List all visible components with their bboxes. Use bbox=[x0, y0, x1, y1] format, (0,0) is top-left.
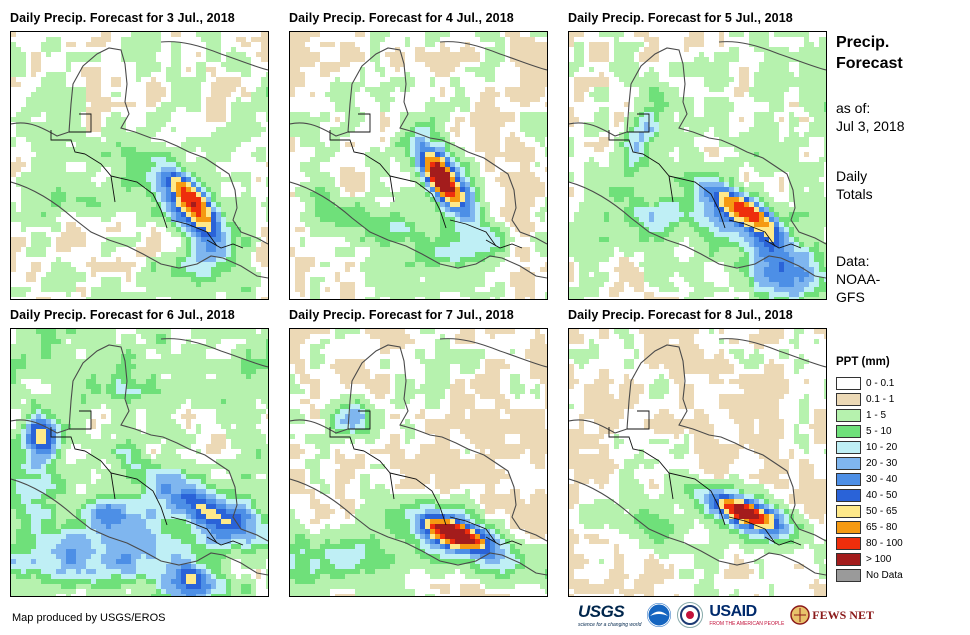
usgs-tagline: science for a changing world bbox=[578, 622, 642, 628]
legend-label: 20 - 30 bbox=[866, 457, 898, 469]
map-panel-jul8 bbox=[568, 328, 827, 597]
data-line2: GFS bbox=[836, 289, 865, 305]
logo-strip: USGS science for a changing world USAID … bbox=[578, 600, 874, 630]
legend-item: 20 - 30 bbox=[836, 456, 897, 470]
legend-item: 30 - 40 bbox=[836, 472, 897, 486]
sidebar-title-line2: Forecast bbox=[836, 55, 903, 72]
legend-label: 1 - 5 bbox=[866, 409, 887, 421]
map-jul3 bbox=[11, 32, 268, 299]
map-jul5 bbox=[569, 32, 826, 299]
fews-net-text: FEWS NET bbox=[812, 607, 874, 622]
map-panel-jul4 bbox=[289, 31, 548, 300]
panel-title-jul8: Daily Precip. Forecast for 8 Jul., 2018 bbox=[568, 308, 793, 322]
legend-swatch bbox=[836, 568, 861, 582]
sidebar-title-line1: Precip. bbox=[836, 34, 890, 51]
footer-credit: Map produced by USGS/EROS bbox=[12, 612, 166, 624]
legend-swatch bbox=[836, 392, 861, 406]
legend-item: 0.1 - 1 bbox=[836, 392, 894, 406]
legend-label: 5 - 10 bbox=[866, 425, 892, 437]
legend-label: No Data bbox=[866, 569, 903, 581]
usgs-logo: USGS science for a changing world bbox=[578, 602, 641, 628]
legend-swatch bbox=[836, 536, 861, 550]
totals-line2: Totals bbox=[836, 186, 873, 202]
legend-item: 80 - 100 bbox=[836, 536, 903, 550]
legend-swatch bbox=[836, 376, 861, 390]
legend-label: 40 - 50 bbox=[866, 489, 898, 501]
legend-item: 65 - 80 bbox=[836, 520, 897, 534]
usaid-logo: USAID FROM THE AMERICAN PEOPLE bbox=[709, 603, 784, 627]
legend-swatch bbox=[836, 408, 861, 422]
legend-title: PPT (mm) bbox=[836, 356, 890, 368]
fews-globe-icon bbox=[790, 605, 811, 625]
asof-date: Jul 3, 2018 bbox=[836, 118, 905, 134]
legend-label: 30 - 40 bbox=[866, 473, 898, 485]
legend-item: No Data bbox=[836, 568, 903, 582]
map-jul7 bbox=[290, 329, 547, 596]
map-panel-jul7 bbox=[289, 328, 548, 597]
legend-swatch bbox=[836, 440, 861, 454]
legend-item: 1 - 5 bbox=[836, 408, 886, 422]
legend-label: 10 - 20 bbox=[866, 441, 898, 453]
usgs-logo-text: USGS bbox=[578, 602, 625, 621]
legend-label: 80 - 100 bbox=[866, 537, 903, 549]
panel-title-jul7: Daily Precip. Forecast for 7 Jul., 2018 bbox=[289, 308, 514, 322]
data-label: Data: bbox=[836, 253, 870, 269]
legend-item: 0 - 0.1 bbox=[836, 376, 894, 390]
panel-title-jul6: Daily Precip. Forecast for 6 Jul., 2018 bbox=[10, 308, 235, 322]
legend-label: 0.1 - 1 bbox=[866, 393, 895, 405]
usaid-logo-text: USAID bbox=[709, 603, 757, 620]
legend-label: 65 - 80 bbox=[866, 521, 898, 533]
legend-item: > 100 bbox=[836, 552, 891, 566]
map-panel-jul6 bbox=[10, 328, 269, 597]
legend-item: 50 - 65 bbox=[836, 504, 897, 518]
data-source-block: Data: NOAA- GFS bbox=[836, 252, 880, 306]
map-panel-jul5 bbox=[568, 31, 827, 300]
legend-item: 40 - 50 bbox=[836, 488, 897, 502]
panel-title-jul4: Daily Precip. Forecast for 4 Jul., 2018 bbox=[289, 11, 514, 25]
usaid-tagline: FROM THE AMERICAN PEOPLE bbox=[709, 621, 785, 627]
data-line1: NOAA- bbox=[836, 271, 881, 287]
sidebar-title: Precip. Forecast bbox=[836, 32, 903, 74]
legend-swatch bbox=[836, 456, 861, 470]
legend-label: 0 - 0.1 bbox=[866, 377, 895, 389]
usaid-seal-icon bbox=[677, 602, 704, 628]
legend-label: 50 - 65 bbox=[866, 505, 898, 517]
legend-swatch bbox=[836, 472, 861, 486]
map-jul8 bbox=[569, 329, 826, 596]
asof-block: as of: Jul 3, 2018 bbox=[836, 99, 905, 135]
legend-swatch bbox=[836, 504, 861, 518]
legend-item: 10 - 20 bbox=[836, 440, 897, 454]
asof-label: as of: bbox=[836, 100, 871, 116]
legend-swatch bbox=[836, 552, 861, 566]
fews-net-logo: FEWS NET bbox=[790, 605, 874, 625]
legend-label: > 100 bbox=[866, 553, 892, 565]
noaa-logo-icon bbox=[647, 603, 672, 627]
map-jul4 bbox=[290, 32, 547, 299]
map-jul6 bbox=[11, 329, 268, 596]
map-panel-jul3 bbox=[10, 31, 269, 300]
legend-item: 5 - 10 bbox=[836, 424, 892, 438]
panel-title-jul3: Daily Precip. Forecast for 3 Jul., 2018 bbox=[10, 11, 235, 25]
legend-swatch bbox=[836, 520, 861, 534]
legend-swatch bbox=[836, 424, 861, 438]
panel-title-jul5: Daily Precip. Forecast for 5 Jul., 2018 bbox=[568, 11, 793, 25]
legend-swatch bbox=[836, 488, 861, 502]
totals-line1: Daily bbox=[836, 168, 868, 184]
totals-block: Daily Totals bbox=[836, 167, 873, 203]
